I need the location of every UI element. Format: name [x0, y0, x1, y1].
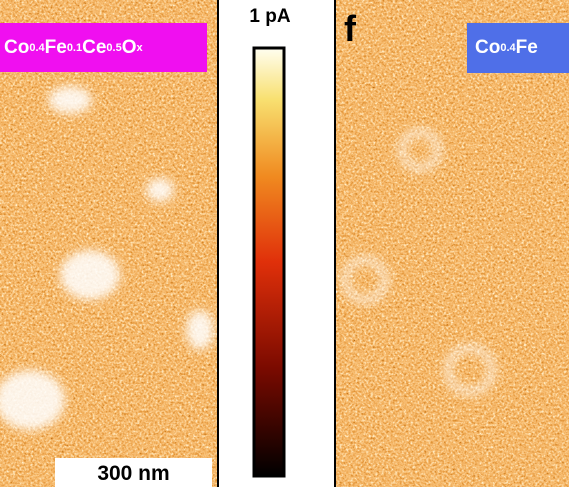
- figure: Co0.4Fe0.1Ce0.5Ox 1 pA f Co0.4Fe 300 nm …: [0, 0, 569, 487]
- label-subscript: x: [136, 42, 142, 54]
- panel-letter: f: [344, 8, 356, 50]
- right-map: [335, 0, 569, 487]
- label-text: Ce: [82, 37, 106, 59]
- label-subscript: 0.4: [29, 42, 44, 54]
- label-subscript: 0.1: [67, 42, 82, 54]
- colorbar-max-label: 1 pA: [240, 6, 300, 28]
- colorbar: [254, 48, 284, 476]
- label-text: O: [122, 37, 137, 59]
- label-subscript: 0.5: [106, 42, 121, 54]
- maps: [0, 0, 569, 487]
- label-text: Fe: [45, 37, 67, 59]
- label-text: Fe: [516, 37, 538, 59]
- label-text: Co: [475, 37, 500, 59]
- label-text: Co: [4, 37, 29, 59]
- label-subscript: 0.4: [500, 42, 515, 54]
- scale-bar: 300 nm: [55, 458, 212, 487]
